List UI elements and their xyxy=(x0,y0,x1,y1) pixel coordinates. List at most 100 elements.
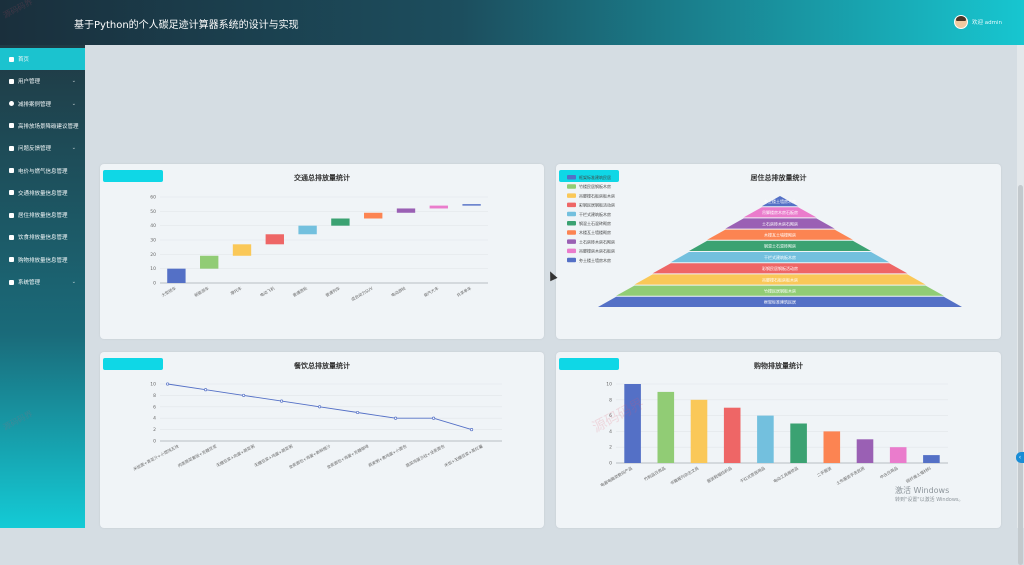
panel-traffic: 交通总排放量统计 0 10 20 30 40 50 60 大型轿车 新能源车 摩托车 电动飞机 普通游… xyxy=(100,164,544,339)
bar[interactable] xyxy=(167,268,186,283)
avatar[interactable] xyxy=(954,15,969,29)
data-point[interactable] xyxy=(242,393,246,397)
segment-label: 木楼瓦土墙楼砌房 xyxy=(764,232,796,238)
bar[interactable] xyxy=(331,218,350,226)
pyramid-segment[interactable] xyxy=(670,252,890,263)
data-point[interactable] xyxy=(394,416,398,420)
legend-swatch[interactable] xyxy=(567,248,576,254)
data-point[interactable] xyxy=(204,388,208,392)
segment-label: 钢混土石混砖砌房 xyxy=(764,243,796,249)
sidebar-item-label: 减排案例管理 xyxy=(18,101,52,108)
list-icon xyxy=(9,168,14,173)
data-point[interactable] xyxy=(166,382,170,386)
sidebar-item[interactable]: 高排放场景降碳建议管理 xyxy=(0,115,85,137)
bar[interactable] xyxy=(856,439,874,463)
panel-tag xyxy=(559,358,619,370)
data-point[interactable] xyxy=(318,405,322,409)
x-tick-label: 土布服装手表民居 xyxy=(835,465,866,486)
pyramid-segment[interactable] xyxy=(743,207,817,218)
sidebar-item[interactable]: 购物排放量信息管理 xyxy=(0,249,85,271)
data-point[interactable] xyxy=(356,410,360,415)
y-tick-label: 20 xyxy=(150,252,156,258)
x-tick-label: 蔬菜鸡蛋沙拉+全麦面包 xyxy=(404,443,445,469)
legend-swatch[interactable] xyxy=(567,193,576,198)
bar[interactable] xyxy=(265,234,284,245)
sidebar-item[interactable]: 用户管理 ⌄ xyxy=(0,70,85,92)
x-tick-label: 中古日用品 xyxy=(878,465,898,480)
scrollbar[interactable] xyxy=(1017,45,1024,565)
sidebar-item-label: 饮食排放量信息管理 xyxy=(18,235,68,242)
legend-label: 吊脚楼房木房石板房 xyxy=(579,248,615,254)
user-icon xyxy=(9,78,14,84)
x-tick-label: 新能源车 xyxy=(193,285,210,298)
y-tick-label: 10 xyxy=(150,266,156,272)
legend-swatch[interactable] xyxy=(567,230,576,235)
user-menu[interactable]: 欢迎 admin xyxy=(954,15,1002,29)
x-tick-label: 电动游轮 xyxy=(390,285,407,298)
y-tick-label: 60 xyxy=(150,195,156,201)
x-tick-label: 混合动力SUV xyxy=(350,285,374,302)
bar[interactable] xyxy=(232,244,252,256)
pyramid-segment[interactable] xyxy=(725,218,835,229)
bar[interactable] xyxy=(923,455,940,463)
bar[interactable] xyxy=(723,407,741,463)
sidebar-item[interactable]: 电价与燃气信息管理 xyxy=(0,160,85,182)
pyramid-segment[interactable] xyxy=(634,274,926,285)
app-title: 基于Python的个人碳足迹计算器系统的设计与实现 xyxy=(74,20,299,31)
chart-title: 餐饮总排放量统计 xyxy=(294,362,350,370)
scrollbar-thumb[interactable] xyxy=(1018,185,1023,565)
bar[interactable] xyxy=(823,431,841,463)
pyramid-segment[interactable] xyxy=(707,229,853,240)
bar[interactable] xyxy=(624,384,641,463)
pyramid-segment[interactable] xyxy=(598,296,962,307)
side-expand-button[interactable]: ‹ xyxy=(1016,452,1024,463)
bar[interactable] xyxy=(298,225,317,235)
y-tick-label: 10 xyxy=(606,382,612,388)
sidebar-item-label: 居住排放量信息管理 xyxy=(18,213,68,220)
pyramid-segment[interactable] xyxy=(616,285,944,296)
bar[interactable] xyxy=(657,391,675,463)
sidebar: 首页 用户管理 ⌄ 减排案例管理 ⌄ 高排放场景降碳建议管理 问题反馈管理 ⌄ 电价与燃气信息管… xyxy=(0,45,85,528)
bar[interactable] xyxy=(790,423,807,464)
x-tick-label: 米饭面+青菜汁+小馄饨五块 xyxy=(132,443,180,472)
legend-swatch[interactable] xyxy=(567,202,576,208)
bar[interactable] xyxy=(200,255,219,269)
bar[interactable] xyxy=(889,447,907,463)
x-tick-label: 全麦面包+鸡蛋+新鲜橙汁 xyxy=(287,443,331,470)
data-point[interactable] xyxy=(470,428,474,432)
bar[interactable] xyxy=(429,205,448,209)
sidebar-item[interactable]: 问题反馈管理 ⌄ xyxy=(0,137,85,159)
shopping-chart: 0 2 4 6 8 10 电器电脑类数码产品 竹制品日用品 书籍报刊杂志文具 服装鞋帽纺织品 干红式… xyxy=(599,382,948,488)
pyramid-segment[interactable] xyxy=(761,196,799,207)
legend-swatch[interactable] xyxy=(567,257,576,263)
x-tick-label: 柴汽大车 xyxy=(422,285,439,298)
legend-label: 土石房砖木房石砌房 xyxy=(579,238,615,244)
bar[interactable] xyxy=(462,204,481,206)
y-tick-label: 6 xyxy=(609,413,612,419)
sidebar-item[interactable]: 减排案例管理 ⌄ xyxy=(0,93,85,115)
legend-swatch[interactable] xyxy=(567,239,576,244)
y-tick-label: 6 xyxy=(153,404,156,410)
data-point[interactable] xyxy=(280,399,284,403)
legend-swatch[interactable] xyxy=(567,184,576,189)
y-tick-label: 50 xyxy=(150,209,156,215)
sidebar-item[interactable]: 首页 xyxy=(0,48,85,70)
pyramid-segment[interactable] xyxy=(689,240,871,251)
pyramid-segment[interactable] xyxy=(652,263,908,274)
bar[interactable] xyxy=(364,212,383,219)
bar[interactable] xyxy=(757,415,774,463)
bar[interactable] xyxy=(396,208,416,213)
bar[interactable] xyxy=(690,399,708,463)
data-point[interactable] xyxy=(432,416,436,420)
sidebar-item[interactable]: 居住排放量信息管理 xyxy=(0,204,85,226)
housing-chart: 夯土楼土墙房木房吊脚楼房木房石板房土石房砖木房石砌房木楼瓦土墙楼砌房钢混土石混砖… xyxy=(567,174,962,307)
legend-swatch[interactable] xyxy=(567,221,576,226)
sidebar-item[interactable]: 饮食排放量信息管理 xyxy=(0,226,85,248)
sidebar-item[interactable]: 系统管理 ⌄ xyxy=(0,271,85,293)
legend-swatch[interactable] xyxy=(567,175,576,180)
x-tick-label: 燕麦粥+煮鸡蛋+小面包 xyxy=(367,443,408,468)
segment-label: 吊脚楼石板房板木房 xyxy=(762,276,798,282)
x-tick-label: 无糖豆浆+鸡蛋+蔬菜粥 xyxy=(253,443,294,468)
sidebar-item[interactable]: 交通排放量信息管理 xyxy=(0,182,85,204)
legend-swatch[interactable] xyxy=(567,211,576,217)
